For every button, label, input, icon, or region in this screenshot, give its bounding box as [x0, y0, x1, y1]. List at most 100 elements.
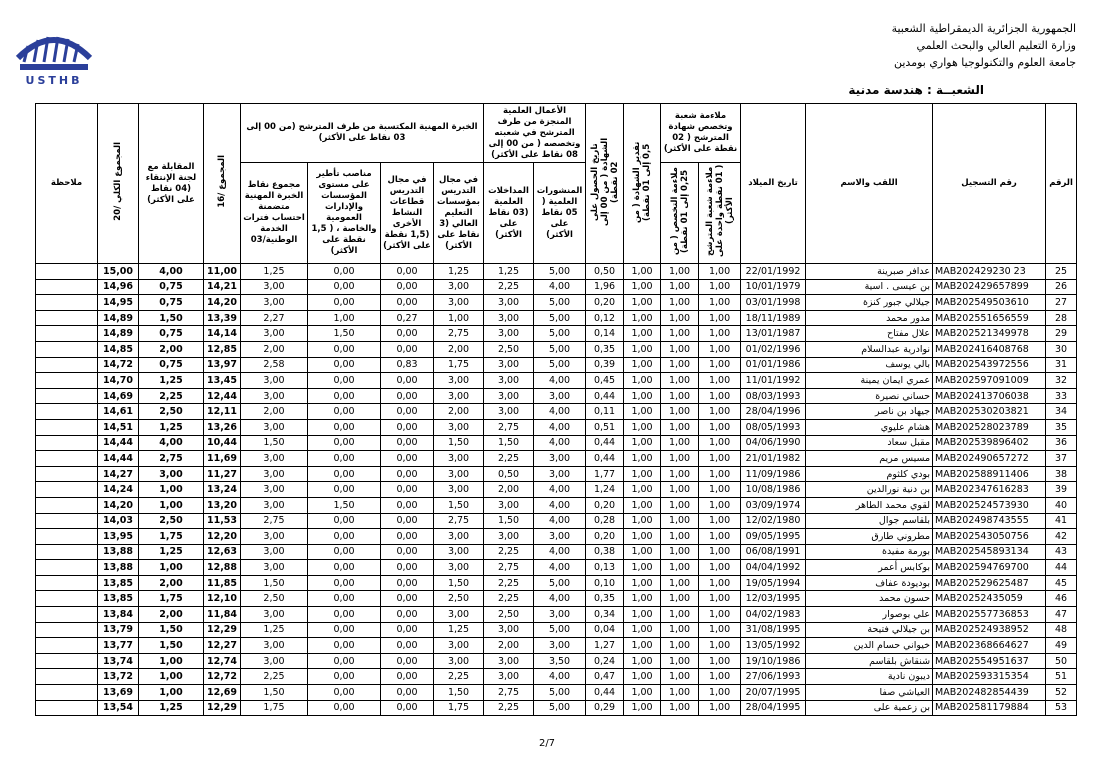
table-cell: 4,00 [533, 559, 587, 576]
table-cell: 1,25 [433, 621, 485, 639]
table-cell: 1,00 [698, 418, 742, 436]
table-cell: 13,69 [97, 684, 139, 701]
table-cell: 1,25 [239, 263, 309, 280]
table-row: 39 MAB202347616283 بن دنية نورالدين 10/08/1… [35, 481, 1078, 498]
table-cell: 1,00 [623, 637, 662, 654]
table-cell: 13,54 [97, 699, 139, 717]
table-row: 41 MAB202498743555 بلقاسم جوال 12/02/1980 1,… [35, 512, 1078, 530]
table-cell: 13,88 [97, 543, 139, 561]
table-row: 51 MAB202593315354 ديبون نادية 27/06/1993 1,… [35, 668, 1078, 686]
table-cell: 0,00 [307, 356, 382, 374]
table-cell: 13,88 [97, 559, 139, 576]
table-cell: 1,00 [660, 543, 700, 561]
header-line: جامعة العلوم والتكنولوجيا هواري بومدين [893, 56, 1076, 69]
table-cell: 0,00 [380, 496, 435, 514]
table-cell: 0,83 [380, 356, 435, 374]
remark-cell [35, 590, 98, 608]
table-cell: 3,00 [483, 325, 535, 342]
table-cell: 1,00 [623, 574, 662, 592]
table-cell: 5,00 [533, 356, 587, 374]
column-header-text: المجموع /16 [217, 155, 227, 208]
table-cell: 1,00 [623, 481, 662, 498]
table-cell: 14,72 [97, 356, 139, 374]
table-cell: 13,26 [203, 418, 241, 436]
table-row: 33 MAB202413706038 حساني نصيرة 08/03/1993 1,… [35, 387, 1078, 405]
table-cell: 2,75 [483, 418, 535, 436]
table-cell: 11,53 [203, 512, 241, 530]
table-cell: 13/05/1992 [740, 637, 807, 654]
table-cell: 1,50 [433, 574, 485, 592]
table-cell: 0,00 [307, 528, 382, 545]
table-row: 26 MAB202429657899 بن عيسى . اسية 10/01/197… [35, 278, 1078, 296]
table-cell: بن جيلالي فتيحة [805, 621, 934, 639]
table-cell: 10,44 [203, 434, 241, 452]
table-cell: 0,00 [307, 559, 382, 576]
table-cell: 28 [1045, 309, 1078, 327]
table-row: 42 MAB202543050756 مطروني طارق 09/05/1995 1,… [35, 528, 1078, 545]
table-cell: 31 [1045, 356, 1078, 374]
table-cell: 2,00 [483, 637, 535, 654]
table-cell: 1,00 [660, 450, 700, 467]
table-cell: 11,84 [203, 606, 241, 623]
table-cell: 1,00 [660, 372, 700, 389]
table-row: 35 MAB202528023789 هشام عليوي 08/05/1993 1,0… [35, 418, 1078, 436]
table-cell: 14,89 [97, 309, 139, 327]
table-cell: 1,75 [433, 699, 485, 717]
table-cell: 14,20 [97, 496, 139, 514]
table-cell: 1,00 [138, 652, 204, 670]
table-cell: 28/04/1996 [740, 403, 807, 420]
table-cell: مدور محمد [805, 309, 934, 327]
table-cell: 36 [1045, 434, 1078, 452]
table-cell: 3,00 [433, 637, 485, 654]
table-cell: MAB202594769700 [932, 559, 1047, 576]
table-cell: 11/01/1992 [740, 372, 807, 389]
table-cell: 12,69 [203, 684, 241, 701]
table-cell: بورمة مفيدة [805, 543, 934, 561]
table-row: 36 MAB202539896402 مقبل سعاد 04/06/1990 1,00… [35, 434, 1078, 452]
table-cell: 0,44 [585, 434, 625, 452]
table-cell: 21/01/1982 [740, 450, 807, 467]
table-cell: 53 [1045, 699, 1078, 717]
table-row: 37 MAB202490657272 مسيس مريم 21/01/1982 1,00… [35, 450, 1078, 467]
table-cell: 1,00 [660, 512, 700, 530]
table-cell: 1,00 [698, 356, 742, 374]
table-cell: 1,00 [623, 684, 662, 701]
table-cell: 12,27 [203, 637, 241, 654]
table-cell: 50 [1045, 652, 1078, 670]
logo: USTHB [15, 36, 93, 87]
table-row: 53 MAB202581179884 بن زعمية على 28/04/1995 1… [35, 699, 1078, 717]
table-cell: 1,00 [623, 621, 662, 639]
table-cell: 0,00 [380, 574, 435, 592]
table-cell: 0,00 [307, 481, 382, 498]
table-cell: 0,00 [380, 684, 435, 701]
table-cell: 13,20 [203, 496, 241, 514]
table-cell: 0,00 [380, 543, 435, 561]
table-cell: 0,00 [307, 574, 382, 592]
table-cell: 38 [1045, 465, 1078, 483]
table-cell: 3,00 [239, 465, 309, 483]
table-cell: 3,00 [483, 294, 535, 311]
remark-cell [35, 574, 98, 592]
table-cell: 1,50 [483, 512, 535, 530]
table-cell: 41 [1045, 512, 1078, 530]
table-cell: 0,20 [585, 294, 625, 311]
table-cell: 0,00 [307, 263, 382, 280]
table-cell: 32 [1045, 372, 1078, 389]
table-cell: 0,00 [307, 418, 382, 436]
table-cell: 1,00 [660, 340, 700, 358]
table-cell: 3,00 [138, 465, 204, 483]
table-cell: 0,00 [380, 418, 435, 436]
remark-cell [35, 263, 98, 280]
table-row: 28 MAB202551656559 مدور محمد 18/11/1989 1,00… [35, 309, 1078, 327]
remark-cell [35, 528, 98, 545]
table-cell: 3,00 [483, 372, 535, 389]
table-cell: 1,00 [623, 294, 662, 311]
table-cell: 14,96 [97, 278, 139, 296]
table-cell: 3,00 [433, 387, 485, 405]
table-cell: 1,00 [660, 356, 700, 374]
table-cell: 0,00 [380, 372, 435, 389]
table-cell: علي بوصوار [805, 606, 934, 623]
table-cell: 1,00 [698, 434, 742, 452]
table-cell: 12,29 [203, 699, 241, 717]
table-cell: 3,00 [433, 418, 485, 436]
